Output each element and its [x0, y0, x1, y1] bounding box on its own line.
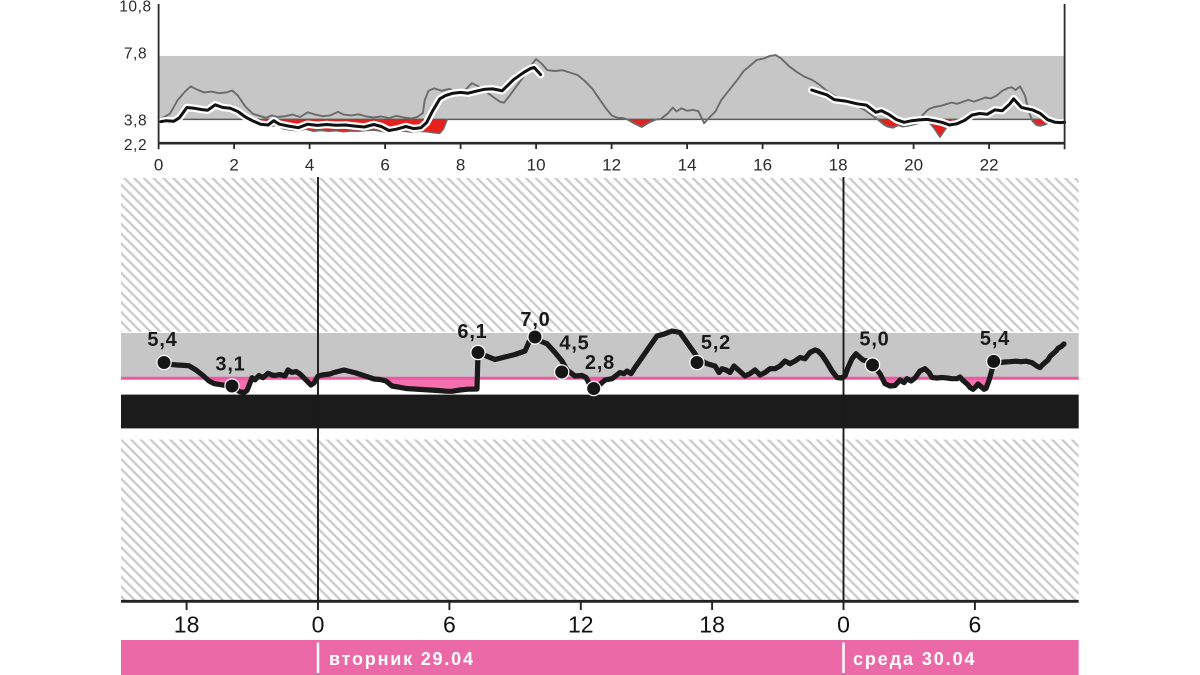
svg-text:12: 12	[568, 612, 594, 638]
svg-text:18: 18	[699, 612, 725, 638]
svg-text:6: 6	[380, 155, 389, 174]
svg-text:4: 4	[305, 155, 314, 174]
svg-text:18: 18	[829, 155, 848, 174]
svg-text:7,8: 7,8	[124, 45, 147, 62]
svg-text:5,0: 5,0	[859, 329, 889, 351]
svg-text:среда 30.04: среда 30.04	[853, 649, 976, 669]
svg-text:8: 8	[456, 155, 465, 174]
svg-text:7,0: 7,0	[520, 309, 550, 331]
svg-text:0: 0	[312, 612, 325, 638]
svg-text:14: 14	[678, 155, 697, 174]
svg-text:вторник 29.04: вторник 29.04	[329, 649, 475, 669]
svg-text:2: 2	[229, 155, 238, 174]
svg-text:12: 12	[602, 155, 621, 174]
svg-text:2,8: 2,8	[585, 352, 615, 374]
svg-text:0: 0	[154, 155, 163, 174]
svg-text:5,4: 5,4	[980, 328, 1010, 350]
svg-text:2,2: 2,2	[124, 137, 147, 154]
svg-text:16: 16	[753, 155, 772, 174]
svg-text:10,8: 10,8	[119, 0, 152, 15]
svg-text:5,2: 5,2	[701, 332, 731, 354]
svg-text:22: 22	[980, 155, 999, 174]
svg-text:6,1: 6,1	[457, 321, 487, 343]
svg-text:4,5: 4,5	[559, 333, 589, 355]
svg-text:5,4: 5,4	[147, 329, 177, 351]
svg-text:6: 6	[443, 612, 456, 638]
svg-text:20: 20	[904, 155, 923, 174]
svg-text:6: 6	[969, 612, 982, 638]
svg-text:0: 0	[837, 612, 850, 638]
svg-text:10: 10	[527, 155, 546, 174]
svg-text:3,8: 3,8	[124, 112, 147, 129]
svg-text:18: 18	[174, 612, 200, 638]
svg-text:3,1: 3,1	[215, 354, 245, 376]
